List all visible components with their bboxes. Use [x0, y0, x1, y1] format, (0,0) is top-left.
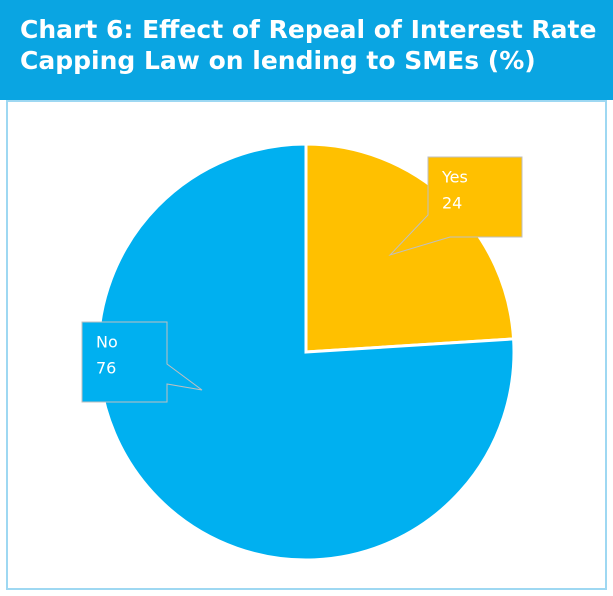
chart-frame [6, 100, 607, 590]
pie-slice [96, 142, 516, 562]
header: Chart 6: Effect of Repeal of Interest Ra… [0, 0, 613, 100]
data-label-category: Yes [441, 168, 468, 187]
data-label-value: 24 [442, 194, 462, 213]
data-label-callout [81, 321, 203, 403]
data-label-callout [388, 156, 523, 257]
data-label-category: No [96, 333, 118, 352]
chart-title: Chart 6: Effect of Repeal of Interest Ra… [20, 15, 597, 75]
data-label-value: 76 [96, 359, 116, 378]
